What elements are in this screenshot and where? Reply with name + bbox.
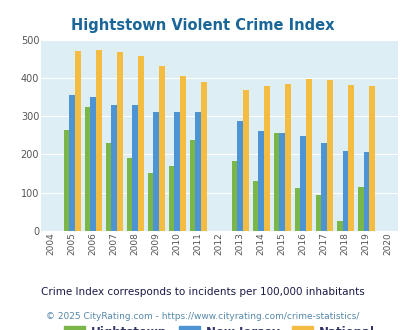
Bar bbox=[159, 66, 164, 231]
Bar bbox=[342, 150, 347, 231]
Bar bbox=[153, 112, 159, 231]
Bar bbox=[75, 51, 81, 231]
Bar bbox=[138, 56, 143, 231]
Bar bbox=[200, 82, 206, 231]
Bar bbox=[243, 90, 248, 231]
Bar bbox=[300, 136, 305, 231]
Legend: Hightstown, New Jersey, National: Hightstown, New Jersey, National bbox=[59, 321, 379, 330]
Bar bbox=[231, 161, 237, 231]
Bar bbox=[105, 143, 111, 231]
Bar bbox=[237, 121, 243, 231]
Bar bbox=[64, 130, 69, 231]
Bar bbox=[258, 131, 264, 231]
Bar bbox=[111, 105, 117, 231]
Bar bbox=[96, 50, 101, 231]
Bar bbox=[147, 173, 153, 231]
Bar bbox=[189, 140, 195, 231]
Text: © 2025 CityRating.com - https://www.cityrating.com/crime-statistics/: © 2025 CityRating.com - https://www.city… bbox=[46, 312, 359, 321]
Text: Hightstown Violent Crime Index: Hightstown Violent Crime Index bbox=[71, 18, 334, 33]
Bar bbox=[279, 133, 284, 231]
Bar bbox=[168, 166, 174, 231]
Text: Crime Index corresponds to incidents per 100,000 inhabitants: Crime Index corresponds to incidents per… bbox=[41, 287, 364, 297]
Bar bbox=[284, 84, 290, 231]
Bar bbox=[252, 181, 258, 231]
Bar bbox=[126, 157, 132, 231]
Bar bbox=[347, 85, 353, 231]
Bar bbox=[326, 80, 332, 231]
Bar bbox=[84, 107, 90, 231]
Bar bbox=[336, 221, 342, 231]
Bar bbox=[368, 85, 374, 231]
Bar bbox=[69, 95, 75, 231]
Bar bbox=[117, 52, 122, 231]
Bar bbox=[273, 133, 279, 231]
Bar bbox=[305, 79, 311, 231]
Bar bbox=[132, 105, 138, 231]
Bar bbox=[174, 112, 179, 231]
Bar bbox=[179, 76, 185, 231]
Bar bbox=[294, 188, 300, 231]
Bar bbox=[264, 86, 269, 231]
Bar bbox=[321, 143, 326, 231]
Bar bbox=[357, 187, 362, 231]
Bar bbox=[195, 112, 200, 231]
Bar bbox=[362, 152, 368, 231]
Bar bbox=[90, 97, 96, 231]
Bar bbox=[315, 195, 321, 231]
